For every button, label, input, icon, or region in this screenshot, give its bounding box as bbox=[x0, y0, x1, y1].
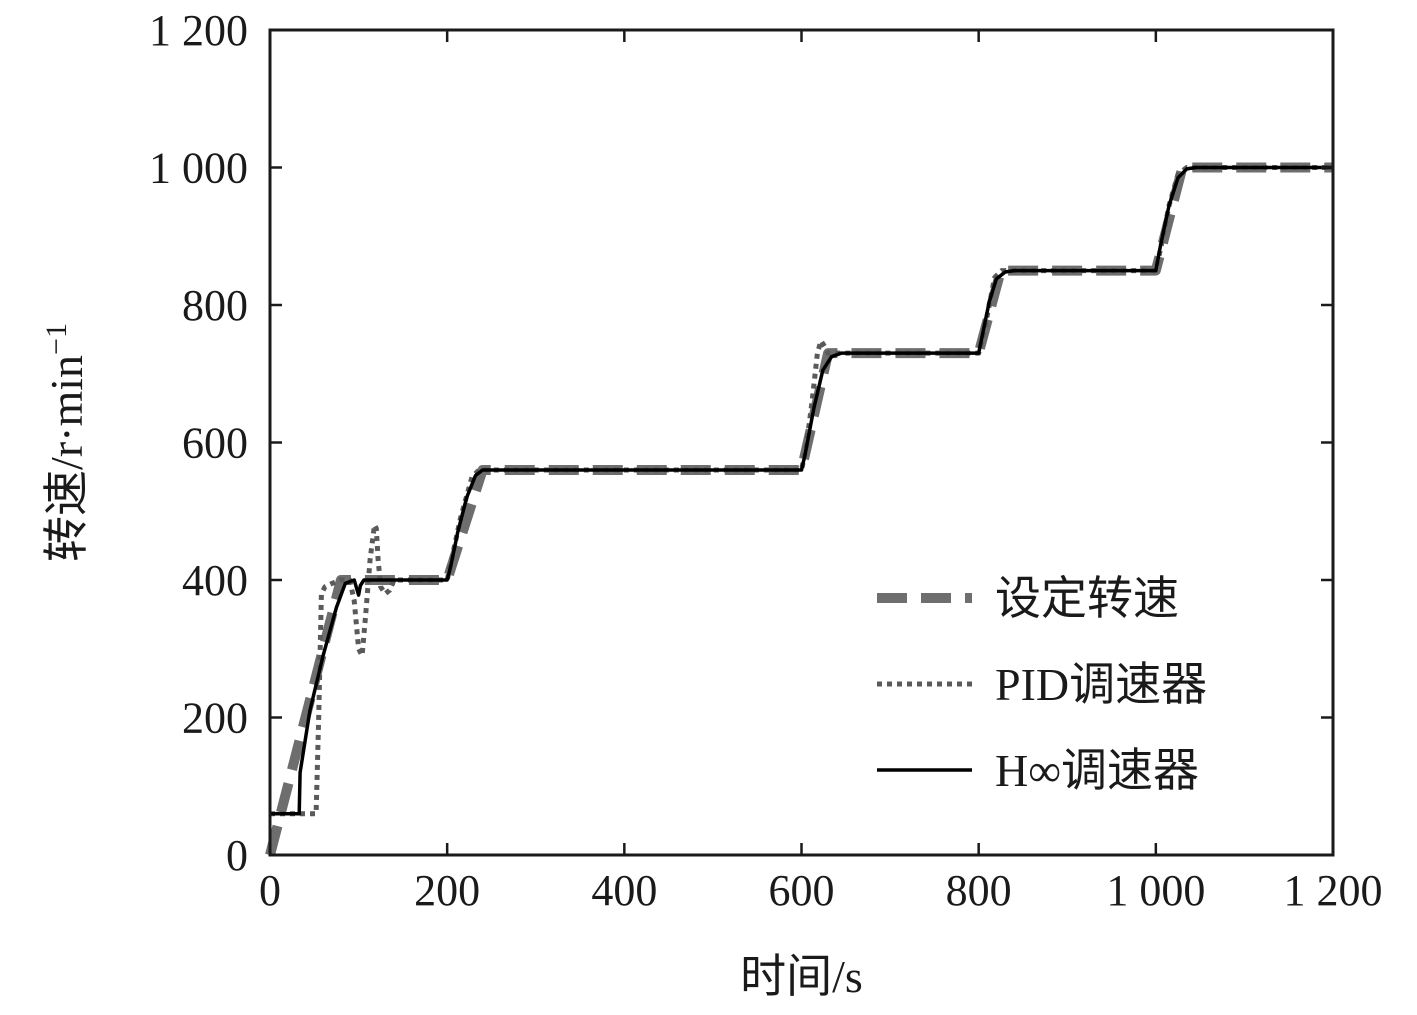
x-tick-label: 200 bbox=[414, 866, 480, 915]
y-tick-label: 0 bbox=[226, 831, 248, 880]
y-axis-label-group: 转速/r·min−1 bbox=[40, 323, 93, 562]
y-tick-label: 1 200 bbox=[149, 6, 248, 55]
y-tick-label: 400 bbox=[182, 556, 248, 605]
legend-label-3: H∞调速器 bbox=[995, 745, 1199, 796]
legend-label-2: PID调速器 bbox=[995, 659, 1207, 710]
y-tick-label: 800 bbox=[182, 281, 248, 330]
y-tick-label: 200 bbox=[182, 694, 248, 743]
legend-label-1: 设定转速 bbox=[995, 573, 1179, 624]
y-axis-label: 转速/r·min−1 bbox=[40, 323, 93, 562]
series-line-3 bbox=[270, 165, 1333, 816]
series-line-2 bbox=[270, 165, 1333, 817]
x-tick-label: 1 200 bbox=[1284, 866, 1383, 915]
ticks-layer bbox=[268, 28, 1335, 857]
y-axis-label-main: 转速/r·min bbox=[41, 355, 92, 562]
y-tick-label: 1 000 bbox=[149, 144, 248, 193]
y-axis-label-superscript: −1 bbox=[40, 323, 73, 355]
plot-area-frame bbox=[268, 28, 1335, 857]
tick-labels-layer: 0 200 400 600 800 1 000 1 200 0 200 400 600 800 1 00… bbox=[149, 6, 1383, 915]
x-tick-label: 400 bbox=[591, 866, 657, 915]
x-tick-label: 600 bbox=[769, 866, 835, 915]
x-tick-label: 0 bbox=[259, 866, 281, 915]
y-tick-label: 600 bbox=[182, 419, 248, 468]
legend: 设定转速 PID调速器 H∞调速器 bbox=[877, 573, 1207, 796]
x-tick-label: 800 bbox=[946, 866, 1012, 915]
series-layer bbox=[265, 162, 1333, 857]
x-axis-label: 时间/s bbox=[740, 951, 863, 1002]
x-tick-label: 1 000 bbox=[1106, 866, 1205, 915]
